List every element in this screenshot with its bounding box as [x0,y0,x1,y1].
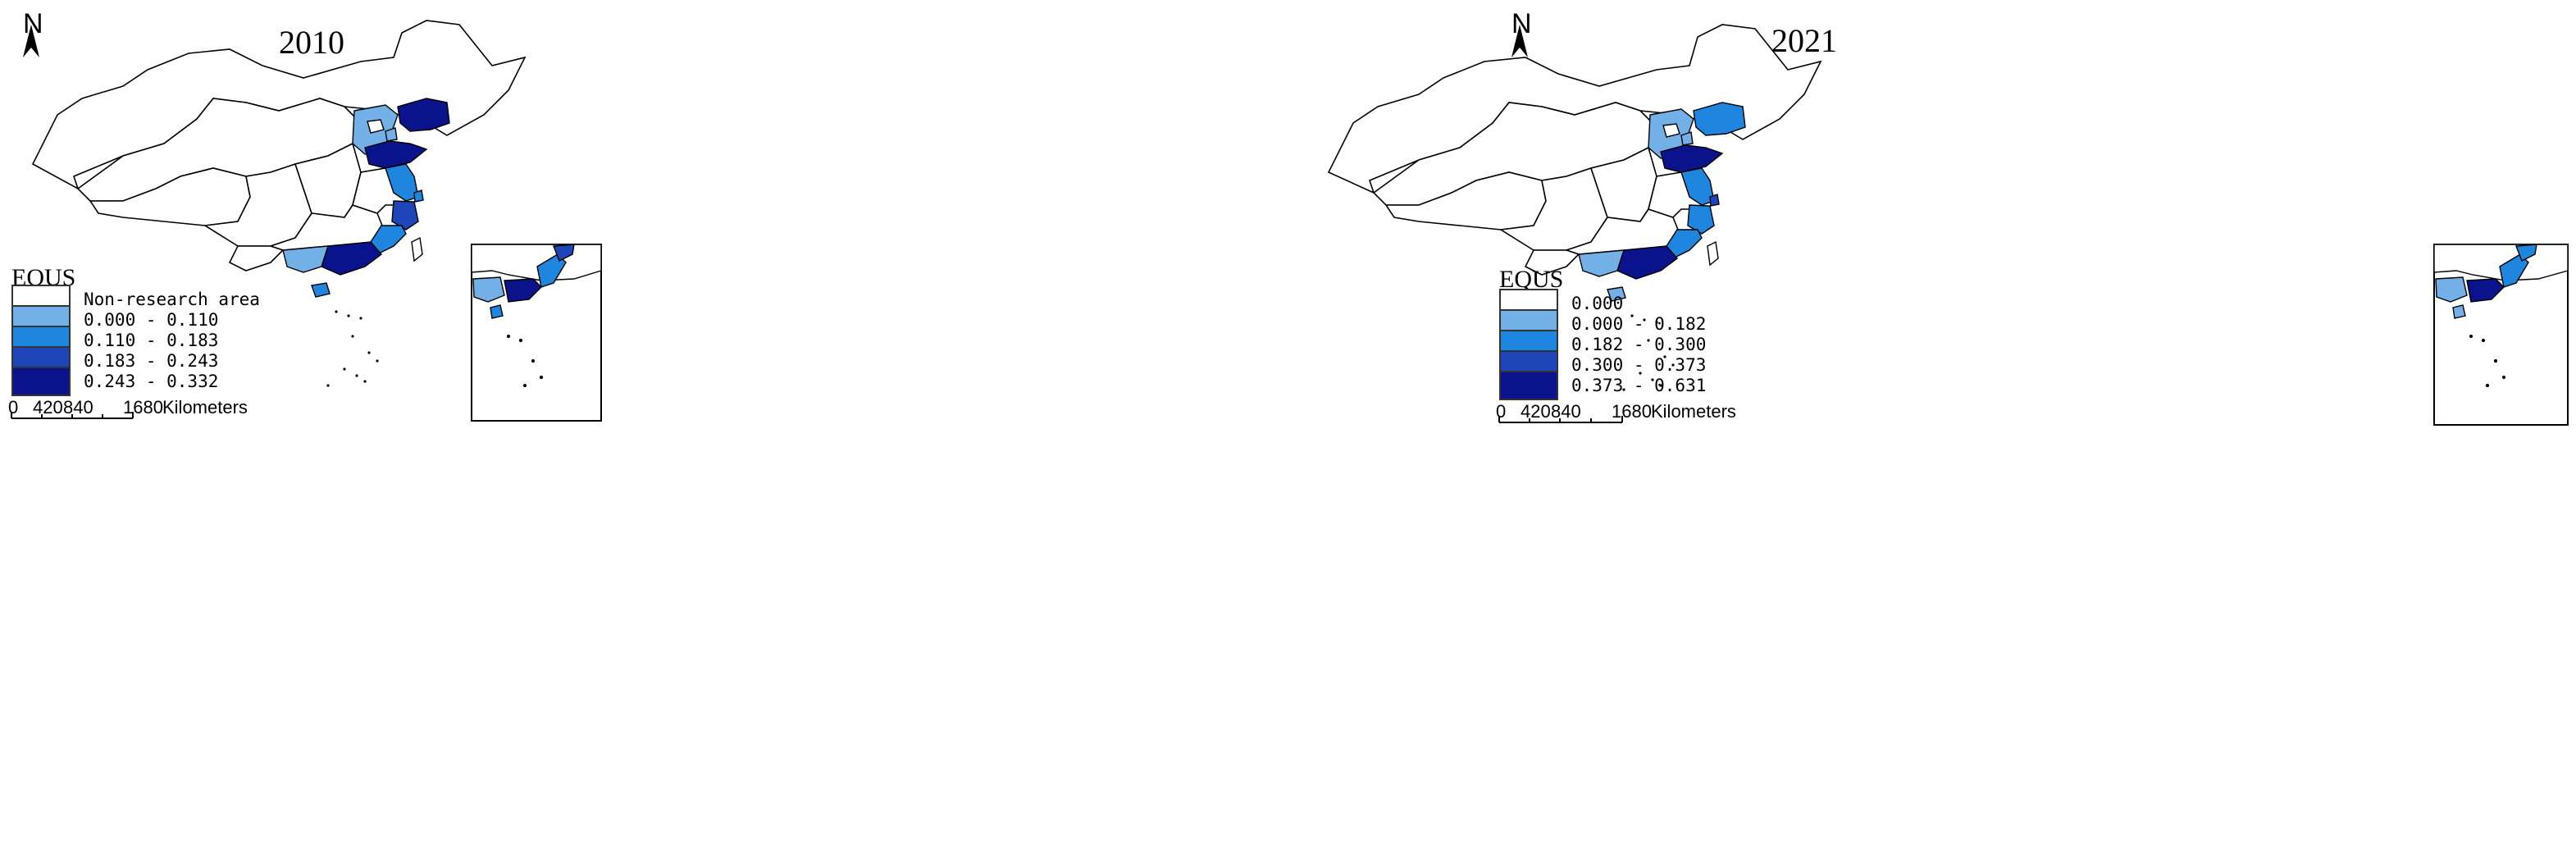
legend-label: 0.000 - 0.182 [1571,314,1707,334]
south-sea-islands-2010 [326,310,379,387]
region-taiwan [1707,240,1719,267]
scale-bar-2010 [11,412,134,419]
china-outline-2021 [1327,24,1822,276]
legend-item: 0.243 - 0.332 [11,365,218,398]
legend-label: 0.183 - 0.243 [84,351,219,371]
year-title-2021: 2021 [1771,22,1837,59]
scale-tick-label: 420 [1521,401,1551,422]
scale-bar-2021 [1498,416,1623,423]
inset-guangxi [2435,276,2468,303]
map-canvas-2010 [11,20,602,422]
scale-tick-label: 840 [63,397,93,418]
north-arrow-2010 [23,25,39,57]
year-title-2010: 2010 [279,24,344,61]
region-tianjin [385,127,398,142]
inset-guangdong [2466,278,2505,303]
region-guangxi [282,245,329,273]
inset-guangxi [472,276,505,303]
legend-label: 0.110 - 0.183 [84,331,219,350]
legend-label: 0.243 - 0.332 [84,372,219,391]
region-shanghai [1709,194,1720,207]
legend-item: 0.000 - 0.110 [11,303,218,336]
region-shandong [1660,144,1724,173]
scale-tick-label: 1680 [123,397,163,418]
inset-map-2021 [2433,244,2569,388]
china-outline-2010 [31,20,527,272]
legend-label: 0.373 - 0.631 [1571,376,1707,395]
scale-tick-label: 1680 [1612,401,1652,422]
region-taiwan [411,236,423,262]
scale-tick-label: 0 [8,397,19,418]
legend-swatch [1499,371,1558,400]
map-panel-2010: N 2010 EQUS Non-research area 0.000 - 0.… [8,8,602,422]
inset-guangdong [504,278,542,303]
legend-label: 0.000 - 0.110 [84,310,219,330]
north-label-2010: N [23,8,43,39]
region-beijing [367,119,385,134]
inset-map-2010 [471,244,602,388]
region-zhejiang [391,200,419,230]
inset-fujian [2499,253,2529,288]
inset-zhejiang [2515,244,2537,262]
legend-title-2021: EQUS [1499,266,1564,293]
scale-unit-label: Kilometers [1651,401,1736,422]
region-liaoning [1693,102,1746,136]
map-panel-2021: N 2021 EQUS 0.000 0.000 - 0.182 0.182 - … [1288,0,2575,867]
region-hainan [1607,286,1626,302]
region-guangxi [1578,249,1625,277]
north-arrow-2021 [1511,25,1528,57]
provinces-2021 [1578,102,1746,302]
region-shandong [364,140,428,169]
scale-tick-label: 420 [33,397,63,418]
scale-tick-label: 840 [1551,401,1581,422]
legend-label: 0.300 - 0.373 [1571,355,1707,375]
scale-tick-label: 0 [1496,401,1507,422]
north-label-2021: N [1511,8,1532,39]
legend-label: 0.000 [1571,294,1624,313]
inset-hainan [2452,304,2466,319]
inset-zhejiang [553,244,575,262]
legend-item: 0.373 - 0.631 [1499,369,1706,402]
region-zhejiang [1687,204,1715,235]
south-sea-islands-2021 [1622,314,1675,391]
legend-label: Non-research area [84,290,260,309]
map-canvas-2021 [1327,24,2569,426]
region-liaoning [397,98,450,132]
region-hainan [311,282,331,298]
region-beijing [1662,123,1680,138]
inset-hainan [490,304,504,319]
provinces-2010 [282,98,450,298]
legend-swatch [11,367,71,396]
legend-label: 0.182 - 0.300 [1571,335,1707,354]
scale-unit-label: Kilometers [162,397,248,418]
inset-fujian [536,253,567,288]
region-tianjin [1680,131,1694,146]
region-guangdong [1616,245,1679,280]
region-shanghai [413,189,424,203]
region-guangdong [321,241,383,276]
